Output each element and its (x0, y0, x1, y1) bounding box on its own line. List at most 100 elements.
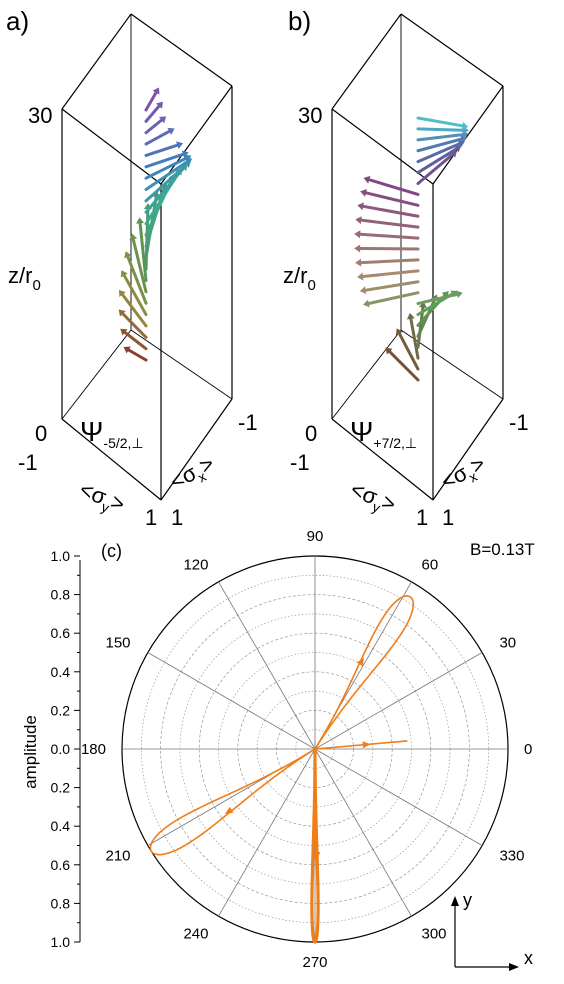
spin-arrow (416, 116, 469, 130)
panel-b-sy-max: 1 (416, 505, 428, 530)
spin-arrow (359, 280, 420, 295)
panel-b-z-top: 30 (298, 103, 322, 128)
series-lobe (149, 748, 316, 856)
spin-arrow (416, 290, 463, 306)
xy-axes-icon (451, 896, 519, 971)
panel-c-label: (c) (101, 541, 122, 561)
amplitude-tick-label: 0.2 (51, 702, 71, 718)
panel-b-z-label: z/r0 (283, 263, 316, 294)
angle-tick-label: 330 (499, 848, 524, 865)
angle-tick-label: 30 (499, 635, 516, 652)
panel-b-label: b) (288, 6, 311, 36)
spin-arrow (354, 230, 420, 240)
angular-grid-line (218, 748, 316, 917)
angle-tick-label: 300 (422, 925, 447, 942)
amplitude-tick-label: 0.4 (51, 664, 71, 680)
spin-arrow (416, 145, 462, 175)
panel-b-arrows (354, 116, 469, 382)
angular-grid-line (314, 748, 483, 846)
panel-b-sy-min: -1 (290, 450, 310, 475)
amplitude-tick-label: 0.0 (51, 741, 71, 757)
spin-arrow (124, 251, 148, 305)
angle-tick-label: 270 (302, 954, 327, 971)
amplitude-tick-label: 0.2 (51, 780, 71, 796)
spin-arrow (354, 244, 420, 253)
angular-grid-line (147, 652, 316, 750)
angle-tick-label: 0 (524, 741, 532, 758)
panel-a-box (61, 13, 233, 501)
x-axis-label: x (524, 948, 533, 968)
panel-a-label: a) (6, 6, 29, 36)
spin-arrow (416, 126, 469, 135)
spin-arrow (144, 116, 167, 135)
spin-arrow (144, 87, 160, 112)
angle-tick-label: 150 (106, 635, 131, 652)
spin-arrow (357, 202, 420, 218)
spin-arrow (144, 127, 175, 146)
panel-a-psi: Ψ-5/2,⊥ (80, 416, 144, 451)
series-lobe (310, 749, 320, 944)
angular-grid-line (218, 581, 316, 750)
spin-arrow (144, 141, 184, 157)
panel-b-z-bottom: 0 (305, 421, 317, 446)
amplitude-tick-label: 1.0 (51, 934, 71, 950)
amplitude-tick-label: 0.4 (51, 818, 71, 834)
polar-series (149, 595, 415, 944)
angular-grid-line (314, 748, 412, 917)
panel-a-z-top: 30 (28, 103, 52, 128)
panel-b: b) 30 0 z/r0 Ψ+7/2,⊥ -1 <σy> 1 1 <σx> -1 (283, 6, 529, 530)
spin-arrow (120, 328, 148, 351)
spin-arrow (144, 101, 163, 123)
y-axis-label: y (463, 890, 472, 910)
amplitude-tick-label: 0.8 (51, 895, 71, 911)
panel-a-sigma-x: <σx> (166, 451, 220, 498)
panel-a-sigma-y: <σy> (75, 476, 129, 520)
spin-arrow (385, 347, 420, 382)
spin-arrow (357, 269, 420, 281)
angle-tick-label: 90 (307, 528, 324, 545)
spin-arrow (136, 217, 148, 282)
spin-arrow (360, 188, 420, 207)
amplitude-scale: 1.0 0.8 0.6 0.4 0.2 0.0 0.2 0.4 0.6 0.8 1.0 (51, 548, 81, 950)
angle-tick-label: 120 (183, 557, 208, 574)
panel-b-sigma-x: <σx> (437, 451, 491, 498)
angle-tick-label: 60 (422, 557, 439, 574)
field-label: B=0.13T (470, 540, 535, 559)
polar-angle-labels: 0 30 60 90 120 150 180 210 240 270 300 330 (81, 528, 532, 971)
spin-arrow (363, 291, 420, 308)
spin-arrow (144, 158, 193, 192)
panel-b-psi: Ψ+7/2,⊥ (350, 416, 417, 451)
amplitude-tick-label: 1.0 (51, 548, 71, 564)
angle-tick-label: 240 (183, 925, 208, 942)
panel-a-sx-min: -1 (238, 410, 258, 435)
spin-arrow (406, 312, 420, 360)
amplitude-label: amplitude (21, 715, 40, 789)
spin-arrow (355, 216, 420, 229)
amplitude-tick-label: 0.6 (51, 857, 71, 873)
panel-a-arrows (118, 87, 193, 362)
spin-arrow (118, 289, 148, 328)
spin-arrow (129, 233, 148, 294)
series-lobe (314, 740, 408, 750)
panel-a-z-label: z/r0 (8, 263, 41, 294)
direction-arrow (313, 852, 321, 861)
spin-arrow (120, 270, 148, 317)
direction-arrow (356, 657, 364, 667)
panel-a-sy-max: 1 (145, 505, 157, 530)
panel-a-sy-min: -1 (18, 450, 38, 475)
spin-arrow (395, 328, 420, 371)
direction-arrow (224, 806, 234, 815)
panel-a-sx-max: 1 (171, 505, 183, 530)
angular-grid-line (314, 652, 483, 750)
panel-a: a) 30 0 z/r0 Ψ-5/2,⊥ -1 <σy> 1 1 <σx> -1 (6, 6, 258, 530)
spin-arrow (363, 175, 420, 196)
amplitude-tick-label: 0.6 (51, 625, 71, 641)
angle-tick-label: 180 (81, 741, 106, 758)
spin-arrow (416, 135, 468, 153)
panel-c: (c) B=0.13T 1.0 0.8 0.6 0.4 0.2 0.0 0.2 0.4 0.6 0… (21, 528, 535, 971)
spin-arrow (118, 309, 148, 339)
panel-b-sigma-y: <σy> (346, 476, 400, 520)
series-lobe (314, 595, 415, 750)
amplitude-tick-label: 0.8 (51, 587, 71, 603)
